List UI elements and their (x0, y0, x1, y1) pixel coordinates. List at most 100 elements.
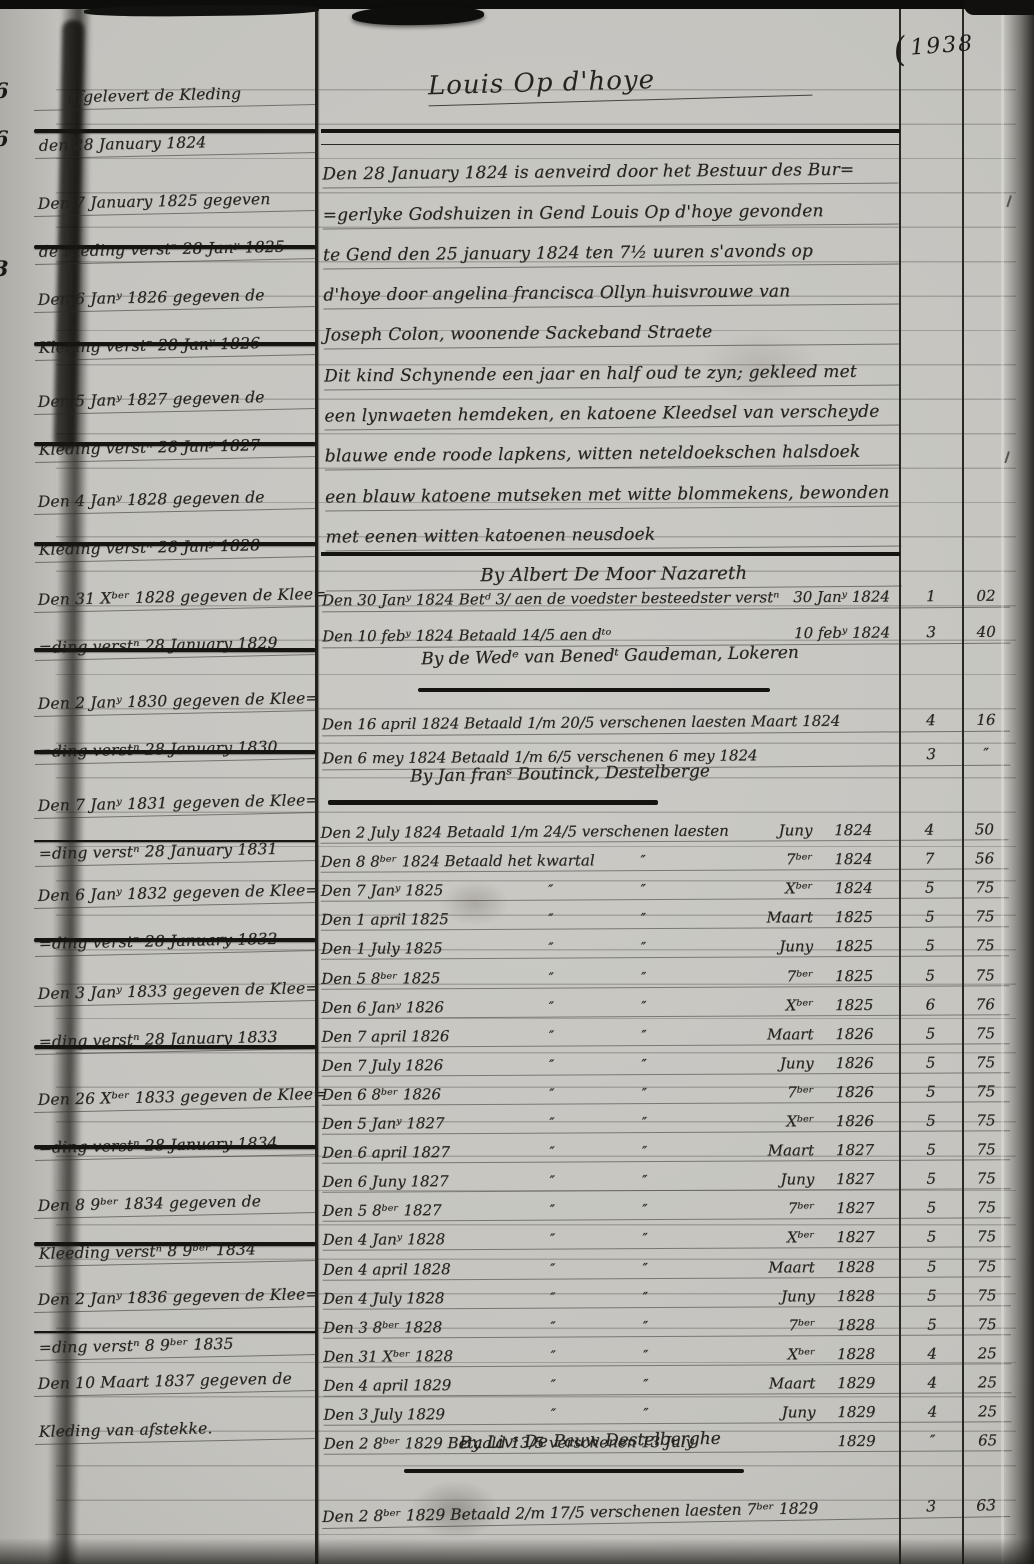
term-due: Maart 1825 (691, 908, 899, 928)
term-year: 1825 (834, 908, 873, 927)
term-year: 1829 (837, 1431, 876, 1451)
ink-smudge (351, 4, 485, 27)
margin-note-line: Den 2 Janʸ 1830 gegeven de Klee= (33, 663, 319, 717)
ditto-mark: ″ (548, 911, 554, 928)
page-number: ( 1938 (890, 23, 976, 71)
term-due: Juny 1824 (690, 821, 898, 841)
amount-guilders: 5 (926, 1198, 937, 1217)
term-month: Xᵇᵉʳ (787, 1345, 816, 1364)
term-year: 1828 (836, 1344, 876, 1363)
amount-guilders: 5 (925, 1053, 936, 1072)
amount-guilders: 5 (925, 966, 935, 985)
term-month: 7ᵇᵉʳ (787, 1083, 814, 1102)
amount-guilders: 5 (926, 1140, 936, 1159)
ledger-row: Den 7 april 1826 ″ ″ Maart 1826 5 75 (321, 1014, 1010, 1048)
margin-note: Den 4 Janʸ 1828 gegeven de Kleding verst… (33, 461, 317, 563)
amount-cents: 25 (977, 1373, 997, 1392)
heading-underline (418, 688, 770, 692)
entry-date: Den 31 Xᵇᵉʳ 1828 (323, 1346, 454, 1366)
entry-date: Den 1 July 1825 (320, 939, 443, 959)
margin-note: Den 7 January 1825 gegeven de Kleding ve… (33, 163, 317, 265)
ditto-mark: ″ (642, 1318, 649, 1335)
narrative-block: Den 28 January 1824 is aenveird door het… (322, 143, 902, 592)
term-due: Juny 1829 (693, 1403, 901, 1423)
ditto-mark: ″ (550, 1377, 556, 1394)
margin-note: Den 5 Janʸ 1827 gegeven de Kleding verst… (33, 361, 317, 463)
entry-date: Den 6 Juny 1827 (322, 1172, 449, 1192)
term-due: Xᵇᵉʳ 1824 (691, 879, 899, 899)
margin-separator (34, 129, 316, 133)
ditto-mark: ″ (642, 1173, 648, 1190)
term-month: Maart (768, 1257, 815, 1276)
term-month: Maart (767, 1141, 815, 1160)
narrative-line: een lynwaeten hemdeken, en katoene Kleed… (324, 385, 901, 431)
margin-note-line: =ding verstⁿ 28 January 1834 (34, 1107, 317, 1161)
ditto-mark: ″ (548, 941, 554, 958)
edge-text-fragment: 6 (0, 126, 9, 151)
ditto-mark: ″ (642, 1202, 648, 1219)
narrative-line: blauwe ende roode lapkens, witten neteld… (324, 425, 901, 471)
ledger-row: Den 6 Juny 1827 ″ ″ Juny 1827 5 75 (322, 1160, 1011, 1194)
margin-note-line: Den 26 Xᵇᵉʳ 1833 gegeven de Klee= (33, 1059, 326, 1113)
margin-note: Den 7 Janʸ 1831 gegeven de Klee= =ding v… (33, 765, 319, 867)
ditto-mark: ″ (641, 1086, 647, 1103)
term-due: Juny 1826 (692, 1054, 900, 1074)
ledger-row: Den 1 april 1825 ″ ″ Maart 1825 5 75 (320, 898, 1009, 932)
entry-date: Den 2 July 1824 Betaald 1/m 24/5 versche… (320, 821, 729, 842)
ledger-row: Den 4 april 1828 ″ ″ Maart 1828 5 75 (322, 1247, 1011, 1281)
term-month: Maart (766, 908, 813, 927)
adjacent-page-strip (0, 0, 56, 1564)
margin-note-line: afgelevert de Kleding (33, 57, 316, 111)
amount-guilders: 5 (926, 1111, 936, 1130)
term-year: 1828 (836, 1286, 875, 1305)
amount-guilders: 3 (925, 1497, 937, 1516)
term-month: 7ᵇᵉʳ (787, 1199, 815, 1218)
amount-cents: 65 (978, 1431, 998, 1450)
ledger-row: Den 5 Janʸ 1827 ″ ″ Xᵇᵉʳ 1826 5 75 (321, 1102, 1010, 1135)
ledger-row: Den 6 8ᵇᵉʳ 1826 ″ ″ 7ᵇᵉʳ 1826 5 75 (321, 1073, 1010, 1106)
margin-note-line: Den 6 Janʸ 1832 gegeven de Klee= (33, 855, 319, 909)
entry-date: Den 4 april 1829 (323, 1376, 452, 1395)
amount-guilders: 4 (927, 1402, 938, 1421)
margin-note: Den 10 Maart 1837 gegeven de Kleding van… (33, 1343, 317, 1445)
ledger-row: Den 2 July 1824 Betaald 1/m 24/5 versche… (320, 811, 1009, 844)
margin-column-rule (315, 0, 318, 1564)
section-rule (321, 552, 900, 556)
term-due: Xᵇᵉʳ 1828 (693, 1345, 901, 1365)
term-month: Juny (780, 1286, 815, 1305)
ledger-row: Den 5 8ᵇᵉʳ 1825 ″ ″ 7ᵇᵉʳ 1825 5 75 (321, 956, 1010, 990)
entry-date: Den 4 april 1828 (322, 1259, 451, 1279)
margin-note-line: Den 31 Xᵇᵉʳ 1828 gegeven de Klee= (33, 559, 326, 613)
ditto-mark: ″ (640, 940, 647, 957)
term-month: Maart (766, 1024, 814, 1044)
ditto-mark: ″ (549, 1144, 555, 1161)
ditto-mark: ″ (549, 1173, 555, 1190)
term-year: 1829 (837, 1373, 876, 1392)
term-due: Maart 1828 (693, 1257, 901, 1277)
term-year: 1827 (836, 1199, 875, 1218)
ledger-row: Den 5 8ᵇᵉʳ 1827 ″ ″ 7ᵇᵉʳ 1827 5 75 (322, 1189, 1011, 1223)
ditto-mark: ″ (548, 1057, 555, 1074)
margin-note-line: =ding verstⁿ 28 January 1832 (34, 903, 317, 957)
term-due: Juny 1828 (693, 1286, 901, 1306)
margin-note-line: Den 10 Maart 1837 gegeven de (33, 1343, 316, 1397)
ledger-row: Den 2 8ᵇᵉʳ 1829 Betaald 2/m 17/5 versche… (321, 1479, 1011, 1530)
double-rule (321, 129, 900, 145)
ditto-mark: ″ (641, 1144, 648, 1161)
ink-tick-mark (1006, 195, 1017, 209)
entry-date: Den 3 July 1829 (323, 1405, 446, 1424)
ledger-row: Den 4 July 1828 ″ ″ Juny 1828 5 75 (322, 1276, 1011, 1310)
margin-note-line: =ding verstⁿ 28 January 1829 (34, 607, 317, 661)
margin-note: Den 31 Xᵇᵉʳ 1828 gegeven de Klee= =ding … (33, 559, 326, 661)
narrative-line: een blauw katoene mutseken met witte blo… (324, 465, 902, 512)
term-due: 7ᵇᵉʳ 1826 (692, 1083, 900, 1103)
term-month: 7ᵇᵉʳ (785, 850, 813, 869)
term-month: Juny (781, 1403, 816, 1422)
amount-guilders: 5 (925, 1024, 936, 1043)
term-year: 1825 (835, 995, 874, 1014)
margin-note-line: Kleding verstⁿ 28 Janʸ 1827 (34, 409, 317, 463)
ledger-row: Den 6 april 1827 ″ ″ Maart 1827 5 75 (322, 1131, 1011, 1164)
ditto-mark: ″ (550, 1290, 556, 1307)
ditto-mark: ″ (548, 1028, 555, 1045)
margin-note-line: Kleding verstⁿ 28 Janʸ 1828 (34, 509, 317, 563)
